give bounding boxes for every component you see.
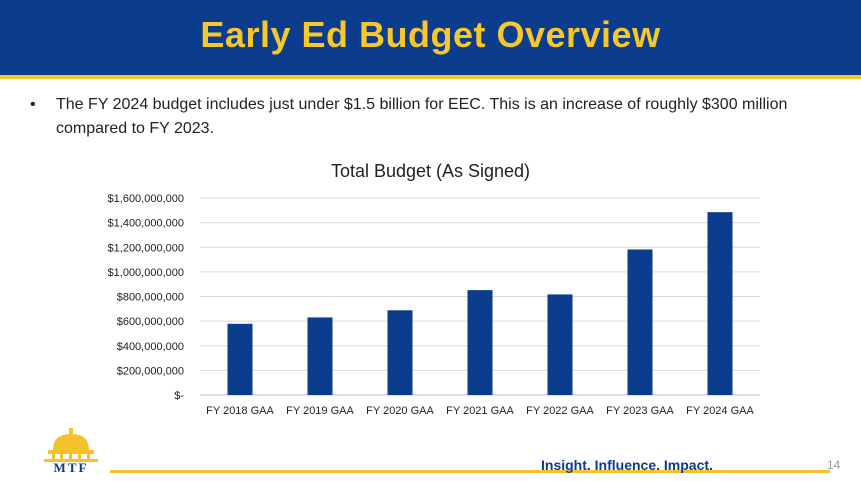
y-tick-label: $600,000,000 xyxy=(117,316,184,328)
mtf-logo: MTF xyxy=(40,428,102,476)
x-tick-label: FY 2023 GAA xyxy=(606,405,674,417)
footer-divider xyxy=(110,470,830,473)
slide-title: Early Ed Budget Overview xyxy=(200,14,661,55)
y-tick-label: $- xyxy=(174,390,184,402)
y-axis-ticks: $- $200,000,000 $400,000,000 $600,000,000 $8… xyxy=(108,193,185,402)
x-tick-label: FY 2019 GAA xyxy=(286,405,354,417)
logo-text: MTF xyxy=(53,460,89,475)
y-tick-label: $1,600,000,000 xyxy=(108,193,184,205)
bullet-marker: • xyxy=(30,96,36,113)
x-axis-ticks: FY 2018 GAA FY 2019 GAA FY 2020 GAA FY 2021… xyxy=(206,405,754,417)
bar xyxy=(467,290,493,395)
page-number: 14 xyxy=(827,458,841,472)
tagline: Insight. Influence. Impact. xyxy=(541,457,713,473)
bars xyxy=(227,212,733,395)
x-tick-label: FY 2024 GAA xyxy=(686,405,754,417)
header-bar: Early Ed Budget Overview xyxy=(0,0,861,75)
y-tick-label: $400,000,000 xyxy=(117,341,184,353)
x-tick-label: FY 2021 GAA xyxy=(446,405,514,417)
x-tick-label: FY 2018 GAA xyxy=(206,405,274,417)
bar xyxy=(707,212,733,395)
x-tick-label: FY 2020 GAA xyxy=(366,405,434,417)
capitol-dome-icon xyxy=(44,428,98,462)
y-tick-label: $800,000,000 xyxy=(117,292,184,304)
x-tick-label: FY 2022 GAA xyxy=(526,405,594,417)
y-tick-label: $1,400,000,000 xyxy=(108,218,184,230)
y-tick-label: $1,200,000,000 xyxy=(108,242,184,254)
bar xyxy=(627,249,653,395)
bullet-text: The FY 2024 budget includes just under $… xyxy=(56,96,788,137)
y-tick-label: $1,000,000,000 xyxy=(108,267,184,279)
bar xyxy=(307,317,333,395)
bar xyxy=(227,323,253,395)
chart-title: Total Budget (As Signed) xyxy=(330,161,531,181)
header-divider xyxy=(0,75,861,79)
y-tick-label: $200,000,000 xyxy=(117,365,184,377)
bar xyxy=(387,310,413,395)
bar xyxy=(547,294,573,395)
